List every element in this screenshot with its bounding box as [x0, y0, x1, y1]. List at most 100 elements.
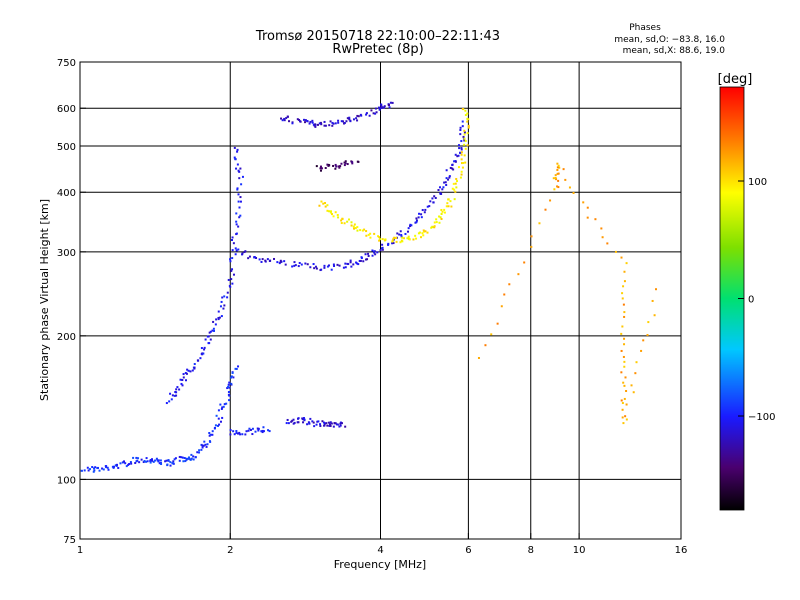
data-point — [623, 365, 626, 368]
data-point — [438, 221, 441, 224]
data-point — [276, 261, 279, 264]
data-point — [243, 251, 246, 254]
data-point — [623, 360, 626, 363]
data-point — [278, 262, 281, 265]
data-point — [431, 226, 434, 229]
data-point — [203, 440, 206, 443]
data-point — [340, 222, 343, 225]
data-point — [381, 106, 384, 109]
data-point — [232, 273, 235, 276]
data-point — [218, 316, 221, 319]
chart-subtitle: RwPretec (8p) — [332, 42, 423, 57]
data-point — [417, 216, 420, 219]
data-point — [451, 167, 454, 170]
data-point — [233, 433, 236, 436]
data-point — [244, 433, 247, 436]
data-point — [364, 253, 367, 256]
data-point — [586, 216, 589, 219]
data-point — [455, 177, 458, 180]
data-point — [206, 443, 209, 446]
data-point — [464, 147, 467, 150]
data-point — [391, 242, 394, 245]
data-point — [217, 316, 220, 319]
data-point — [149, 460, 152, 463]
data-point — [326, 209, 329, 212]
data-point — [461, 107, 464, 110]
data-point — [178, 388, 181, 391]
data-point — [371, 249, 374, 252]
data-point — [328, 124, 331, 127]
data-point — [454, 182, 457, 185]
data-point — [336, 214, 339, 217]
data-point — [260, 260, 263, 263]
data-point — [449, 200, 452, 203]
data-point — [292, 422, 295, 425]
data-point — [218, 423, 221, 426]
data-points — [80, 101, 658, 473]
data-point — [279, 259, 282, 262]
data-point — [460, 147, 463, 150]
data-point — [320, 123, 323, 126]
data-point — [230, 375, 233, 378]
data-point — [415, 221, 418, 224]
data-point — [344, 262, 347, 265]
data-point — [309, 120, 312, 123]
data-point — [387, 104, 390, 107]
data-point — [215, 318, 218, 321]
data-point — [219, 420, 222, 423]
data-point — [423, 211, 426, 214]
data-point — [401, 236, 404, 239]
data-point — [290, 420, 293, 423]
data-point — [281, 119, 284, 122]
data-point — [312, 123, 315, 126]
data-point — [463, 139, 466, 142]
data-point — [381, 248, 384, 251]
data-point — [266, 258, 269, 261]
data-point — [193, 363, 196, 366]
data-point — [388, 106, 391, 109]
data-point — [600, 227, 603, 230]
data-point — [553, 188, 556, 191]
data-point — [319, 167, 322, 170]
data-point — [313, 267, 316, 270]
data-point — [457, 144, 460, 147]
data-point — [434, 196, 437, 199]
data-point — [351, 162, 354, 165]
data-point — [112, 466, 115, 469]
data-point — [221, 416, 224, 419]
data-point — [176, 386, 179, 389]
data-point — [399, 241, 402, 244]
data-point — [412, 238, 415, 241]
data-point — [357, 263, 360, 266]
data-point — [326, 163, 329, 166]
data-point — [238, 216, 241, 219]
data-point — [173, 458, 176, 461]
data-point — [337, 216, 340, 219]
data-point — [346, 163, 349, 166]
data-point — [134, 462, 137, 465]
data-point — [319, 425, 322, 428]
data-point — [234, 367, 237, 370]
data-point — [132, 456, 135, 459]
data-point — [175, 388, 178, 391]
data-point — [449, 166, 452, 169]
data-point — [464, 114, 467, 117]
data-point — [462, 162, 465, 165]
data-point — [328, 264, 331, 267]
data-point — [124, 462, 127, 465]
data-point — [255, 256, 258, 259]
data-point — [234, 158, 237, 161]
data-point — [415, 237, 418, 240]
data-point — [254, 430, 257, 433]
data-point — [158, 462, 161, 465]
y-tick-label: 100 — [57, 475, 76, 486]
data-point — [621, 402, 624, 405]
data-point — [373, 232, 376, 235]
data-point — [601, 236, 604, 239]
data-point — [279, 261, 282, 264]
data-point — [223, 304, 226, 307]
data-point — [235, 367, 238, 370]
data-point — [343, 122, 346, 125]
x-tick-label: 1 — [77, 545, 83, 556]
data-point — [256, 427, 259, 430]
